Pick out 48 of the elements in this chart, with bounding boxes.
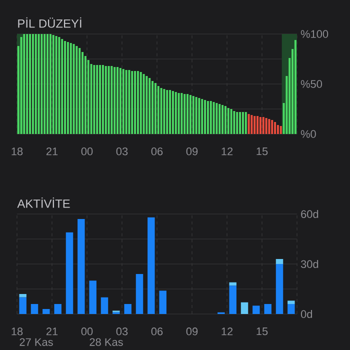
bar xyxy=(100,297,108,314)
chart-title: PİL DÜZEYİ xyxy=(18,17,82,28)
x-tick-label: 09 xyxy=(186,328,198,336)
bar xyxy=(89,280,96,314)
bar xyxy=(54,304,62,314)
bar xyxy=(78,219,85,314)
bar xyxy=(124,304,132,314)
bar xyxy=(276,259,284,264)
x-tick-label: 06 xyxy=(151,328,163,336)
bar xyxy=(19,297,26,314)
chart-title: AKTİVİTE xyxy=(17,197,70,208)
bar xyxy=(288,304,295,314)
bar xyxy=(42,309,50,314)
text: 27 Kas xyxy=(20,338,53,346)
x-tick-label: 00 xyxy=(81,148,93,156)
x-tick-label: 06 xyxy=(151,148,163,156)
bar xyxy=(229,282,236,286)
bar xyxy=(19,294,26,298)
x-tick-label: 15 xyxy=(256,148,268,156)
x-tick-label: 21 xyxy=(46,328,58,336)
bar xyxy=(66,232,74,314)
bar xyxy=(264,304,272,314)
x-tick-label: 21 xyxy=(46,148,58,156)
x-tick-label: 12 xyxy=(222,328,233,336)
y-tick-label: %50 xyxy=(300,80,322,88)
bar xyxy=(159,290,166,314)
bar xyxy=(136,274,144,314)
bar xyxy=(148,217,155,314)
y-tick-label: %0 xyxy=(300,130,316,138)
bar xyxy=(240,302,248,314)
text: 28 Kas xyxy=(90,338,123,346)
x-tick-label: 00 xyxy=(81,328,93,336)
x-tick-label: 12 xyxy=(222,148,233,156)
bar xyxy=(276,264,284,314)
x-tick-label: 03 xyxy=(116,328,128,336)
bar xyxy=(229,286,236,314)
y-tick-label: 60d xyxy=(301,210,318,218)
x-tick-label: 18 xyxy=(12,148,23,156)
y-tick-label: 30d xyxy=(300,260,318,268)
y-tick-label: %100 xyxy=(300,30,328,38)
y-tick-label: 0d xyxy=(300,310,312,318)
bar xyxy=(30,304,38,314)
x-tick-label: 15 xyxy=(256,328,268,336)
x-tick-label: 03 xyxy=(116,148,128,156)
x-tick-label: 09 xyxy=(186,148,198,156)
x-tick-label: 18 xyxy=(12,328,23,336)
bar xyxy=(288,300,295,304)
bar xyxy=(252,306,260,314)
